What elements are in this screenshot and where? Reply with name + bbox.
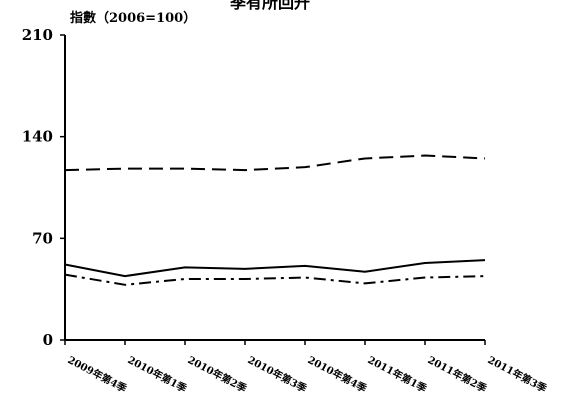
- x-tick-label: 2009年第4季: [66, 353, 130, 395]
- x-tick-label: 2010年第4季: [306, 353, 370, 395]
- series-line-solid: [64, 259, 486, 278]
- x-tick-label: 2010年第1季: [126, 353, 190, 395]
- y-ticks: 0 70 140 210: [22, 26, 65, 349]
- x-tick-label: 2011年第1季: [366, 353, 430, 395]
- x-tick-label: 2011年第3季: [486, 353, 550, 395]
- y-tick-label: 70: [32, 229, 53, 247]
- y-tick-label: 210: [22, 26, 53, 44]
- y-axis-unit-label: 指數（2006=100）: [70, 11, 197, 26]
- series-line-dashed: [64, 154, 486, 172]
- x-ticks: 2009年第4季2010年第1季2010年第2季2010年第3季2010年第4季…: [64, 340, 550, 396]
- y-tick-label: 0: [43, 331, 53, 349]
- series-line-dash-dot: [64, 273, 486, 286]
- cropped-top-title: 季有所回升: [229, 0, 310, 12]
- x-tick-label: 2010年第3季: [246, 353, 310, 395]
- y-tick-label: 140: [22, 128, 53, 146]
- x-tick-label: 2011年第2季: [426, 353, 490, 395]
- x-tick-label: 2010年第2季: [186, 353, 250, 395]
- series-layer: [64, 154, 486, 286]
